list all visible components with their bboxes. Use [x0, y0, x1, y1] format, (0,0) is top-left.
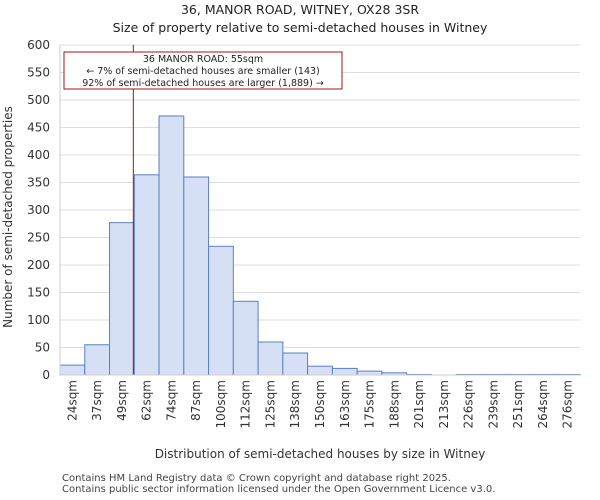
bar: [232, 300, 259, 376]
x-tick-label: 74sqm: [164, 380, 178, 421]
bar: [257, 341, 284, 376]
bar: [208, 245, 234, 376]
bar: [307, 365, 333, 376]
footer-licence: Contains public sector information licen…: [62, 484, 496, 495]
x-tick-label: 226sqm: [462, 380, 476, 428]
bars: [59, 115, 581, 376]
y-tick-label: 400: [27, 148, 50, 162]
bar: [109, 222, 135, 376]
x-tick-label: 264sqm: [536, 380, 550, 428]
x-tick-label: 125sqm: [263, 380, 277, 428]
bar: [133, 174, 160, 376]
bar: [84, 344, 111, 376]
annotation-line-1: 36 MANOR ROAD: 55sqm: [143, 54, 263, 65]
bar: [59, 364, 86, 376]
y-tick-label: 600: [27, 38, 50, 52]
y-tick-label: 450: [27, 121, 50, 135]
x-tick-label: 175sqm: [363, 380, 377, 428]
x-tick-label: 112sqm: [239, 380, 253, 428]
y-tick-label: 0: [42, 368, 50, 382]
annotation-line-3: 92% of semi-detached houses are larger (…: [82, 78, 324, 89]
y-tick-label: 150: [27, 286, 50, 300]
x-tick-label: 138sqm: [288, 380, 302, 428]
annotation-box: 36 MANOR ROAD: 55sqm ← 7% of semi-detach…: [63, 51, 343, 90]
footer-copyright: Contains HM Land Registry data © Crown c…: [62, 473, 451, 484]
y-tick-label: 350: [27, 176, 50, 190]
y-tick-label: 250: [27, 231, 50, 245]
y-axis-label: Number of semi-detached properties: [1, 106, 15, 328]
chart-title: 36, MANOR ROAD, WITNEY, OX28 3SR: [180, 2, 420, 17]
bar: [158, 115, 185, 376]
y-tick-label: 200: [27, 258, 50, 272]
x-tick-label: 251sqm: [511, 380, 525, 428]
y-axis-ticks: 0 50 100 150 200 250 300 350 400 450 500 550 600: [27, 38, 50, 382]
y-tick-label: 50: [35, 341, 50, 355]
x-tick-label: 24sqm: [65, 380, 79, 421]
x-axis-label: Distribution of semi-detached houses by …: [155, 447, 486, 461]
bar: [282, 352, 309, 376]
x-tick-label: 87sqm: [189, 380, 203, 421]
x-tick-label: 163sqm: [338, 380, 352, 428]
y-tick-label: 300: [27, 203, 50, 217]
bar: [183, 176, 210, 376]
y-tick-label: 550: [27, 66, 50, 80]
x-tick-label: 37sqm: [90, 380, 104, 421]
x-tick-label: 201sqm: [412, 380, 426, 428]
x-tick-label: 188sqm: [387, 380, 401, 428]
annotation-line-2: ← 7% of semi-detached houses are smaller…: [86, 66, 320, 77]
x-axis-ticks: 24sqm 37sqm 49sqm 62sqm 74sqm 87sqm 100sqm 112s…: [65, 380, 574, 428]
chart-subtitle: Size of property relative to semi-detach…: [112, 20, 488, 35]
bar: [356, 370, 383, 376]
x-tick-label: 49sqm: [115, 380, 129, 421]
x-tick-label: 213sqm: [437, 380, 451, 428]
x-tick-label: 276sqm: [561, 380, 575, 428]
bar: [331, 367, 358, 376]
x-tick-label: 100sqm: [214, 380, 228, 428]
x-tick-label: 150sqm: [313, 380, 327, 428]
x-tick-label: 62sqm: [140, 380, 154, 421]
x-tick-label: 239sqm: [486, 380, 500, 428]
y-tick-label: 100: [27, 313, 50, 327]
y-tick-label: 500: [27, 93, 50, 107]
